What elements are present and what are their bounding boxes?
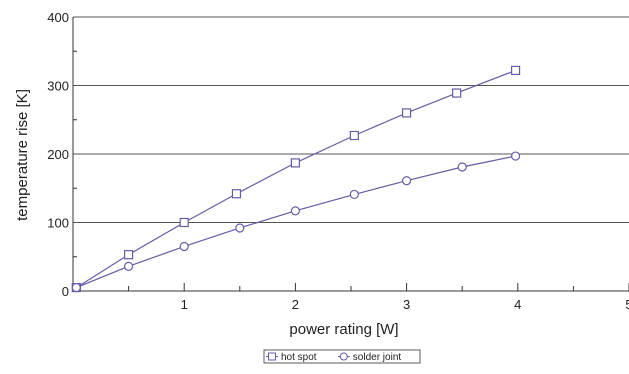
tick-marks	[73, 50, 629, 291]
data-point	[402, 176, 412, 186]
series-line	[76, 155, 516, 289]
data-point	[290, 158, 300, 168]
series-hot-spot	[71, 65, 521, 293]
x-tick-label-1: 1	[181, 297, 188, 312]
y-tick-label-200: 200	[47, 147, 69, 162]
y-axis-label: temperature rise [K]	[14, 89, 31, 221]
data-point	[290, 206, 300, 216]
data-point	[452, 88, 462, 98]
y-tick-label-300: 300	[47, 79, 69, 94]
x-tick-label-2: 2	[292, 297, 299, 312]
legend-item-hot-spot: hot spot	[266, 352, 317, 363]
data-point	[235, 223, 245, 233]
data-point	[71, 282, 81, 293]
legend-marker	[339, 352, 348, 361]
data-point	[123, 250, 134, 260]
data-point	[231, 189, 242, 199]
data-point	[349, 130, 359, 141]
x-tick-label-4: 4	[514, 297, 521, 312]
data-point	[349, 189, 359, 200]
data-point	[402, 108, 412, 118]
legend-marker	[268, 352, 276, 361]
y-tick-label-0: 0	[62, 284, 69, 299]
series-group	[71, 65, 521, 293]
legend-label: hot spot	[281, 352, 317, 363]
legend: hot spot solder joint	[263, 349, 421, 364]
data-point	[457, 162, 467, 172]
x-tick-label-3: 3	[403, 297, 410, 312]
y-tick-label-400: 400	[47, 10, 69, 25]
data-point	[510, 151, 521, 161]
data-point	[124, 261, 134, 271]
legend-item-solder-joint: solder joint	[337, 352, 402, 363]
series-line	[76, 69, 516, 289]
tick-labels: 1 2 3 4 5 0 100 200 300 400	[47, 10, 629, 312]
y-tick-label-100: 100	[47, 216, 69, 231]
series-solder-joint	[71, 151, 521, 293]
data-point	[179, 217, 189, 228]
x-tick-label-5: 5	[625, 297, 629, 312]
data-point	[179, 241, 189, 252]
grid-lines	[73, 16, 629, 223]
data-point	[510, 65, 521, 76]
x-axis-label: power rating [W]	[289, 321, 398, 338]
legend-label: solder joint	[353, 352, 402, 363]
